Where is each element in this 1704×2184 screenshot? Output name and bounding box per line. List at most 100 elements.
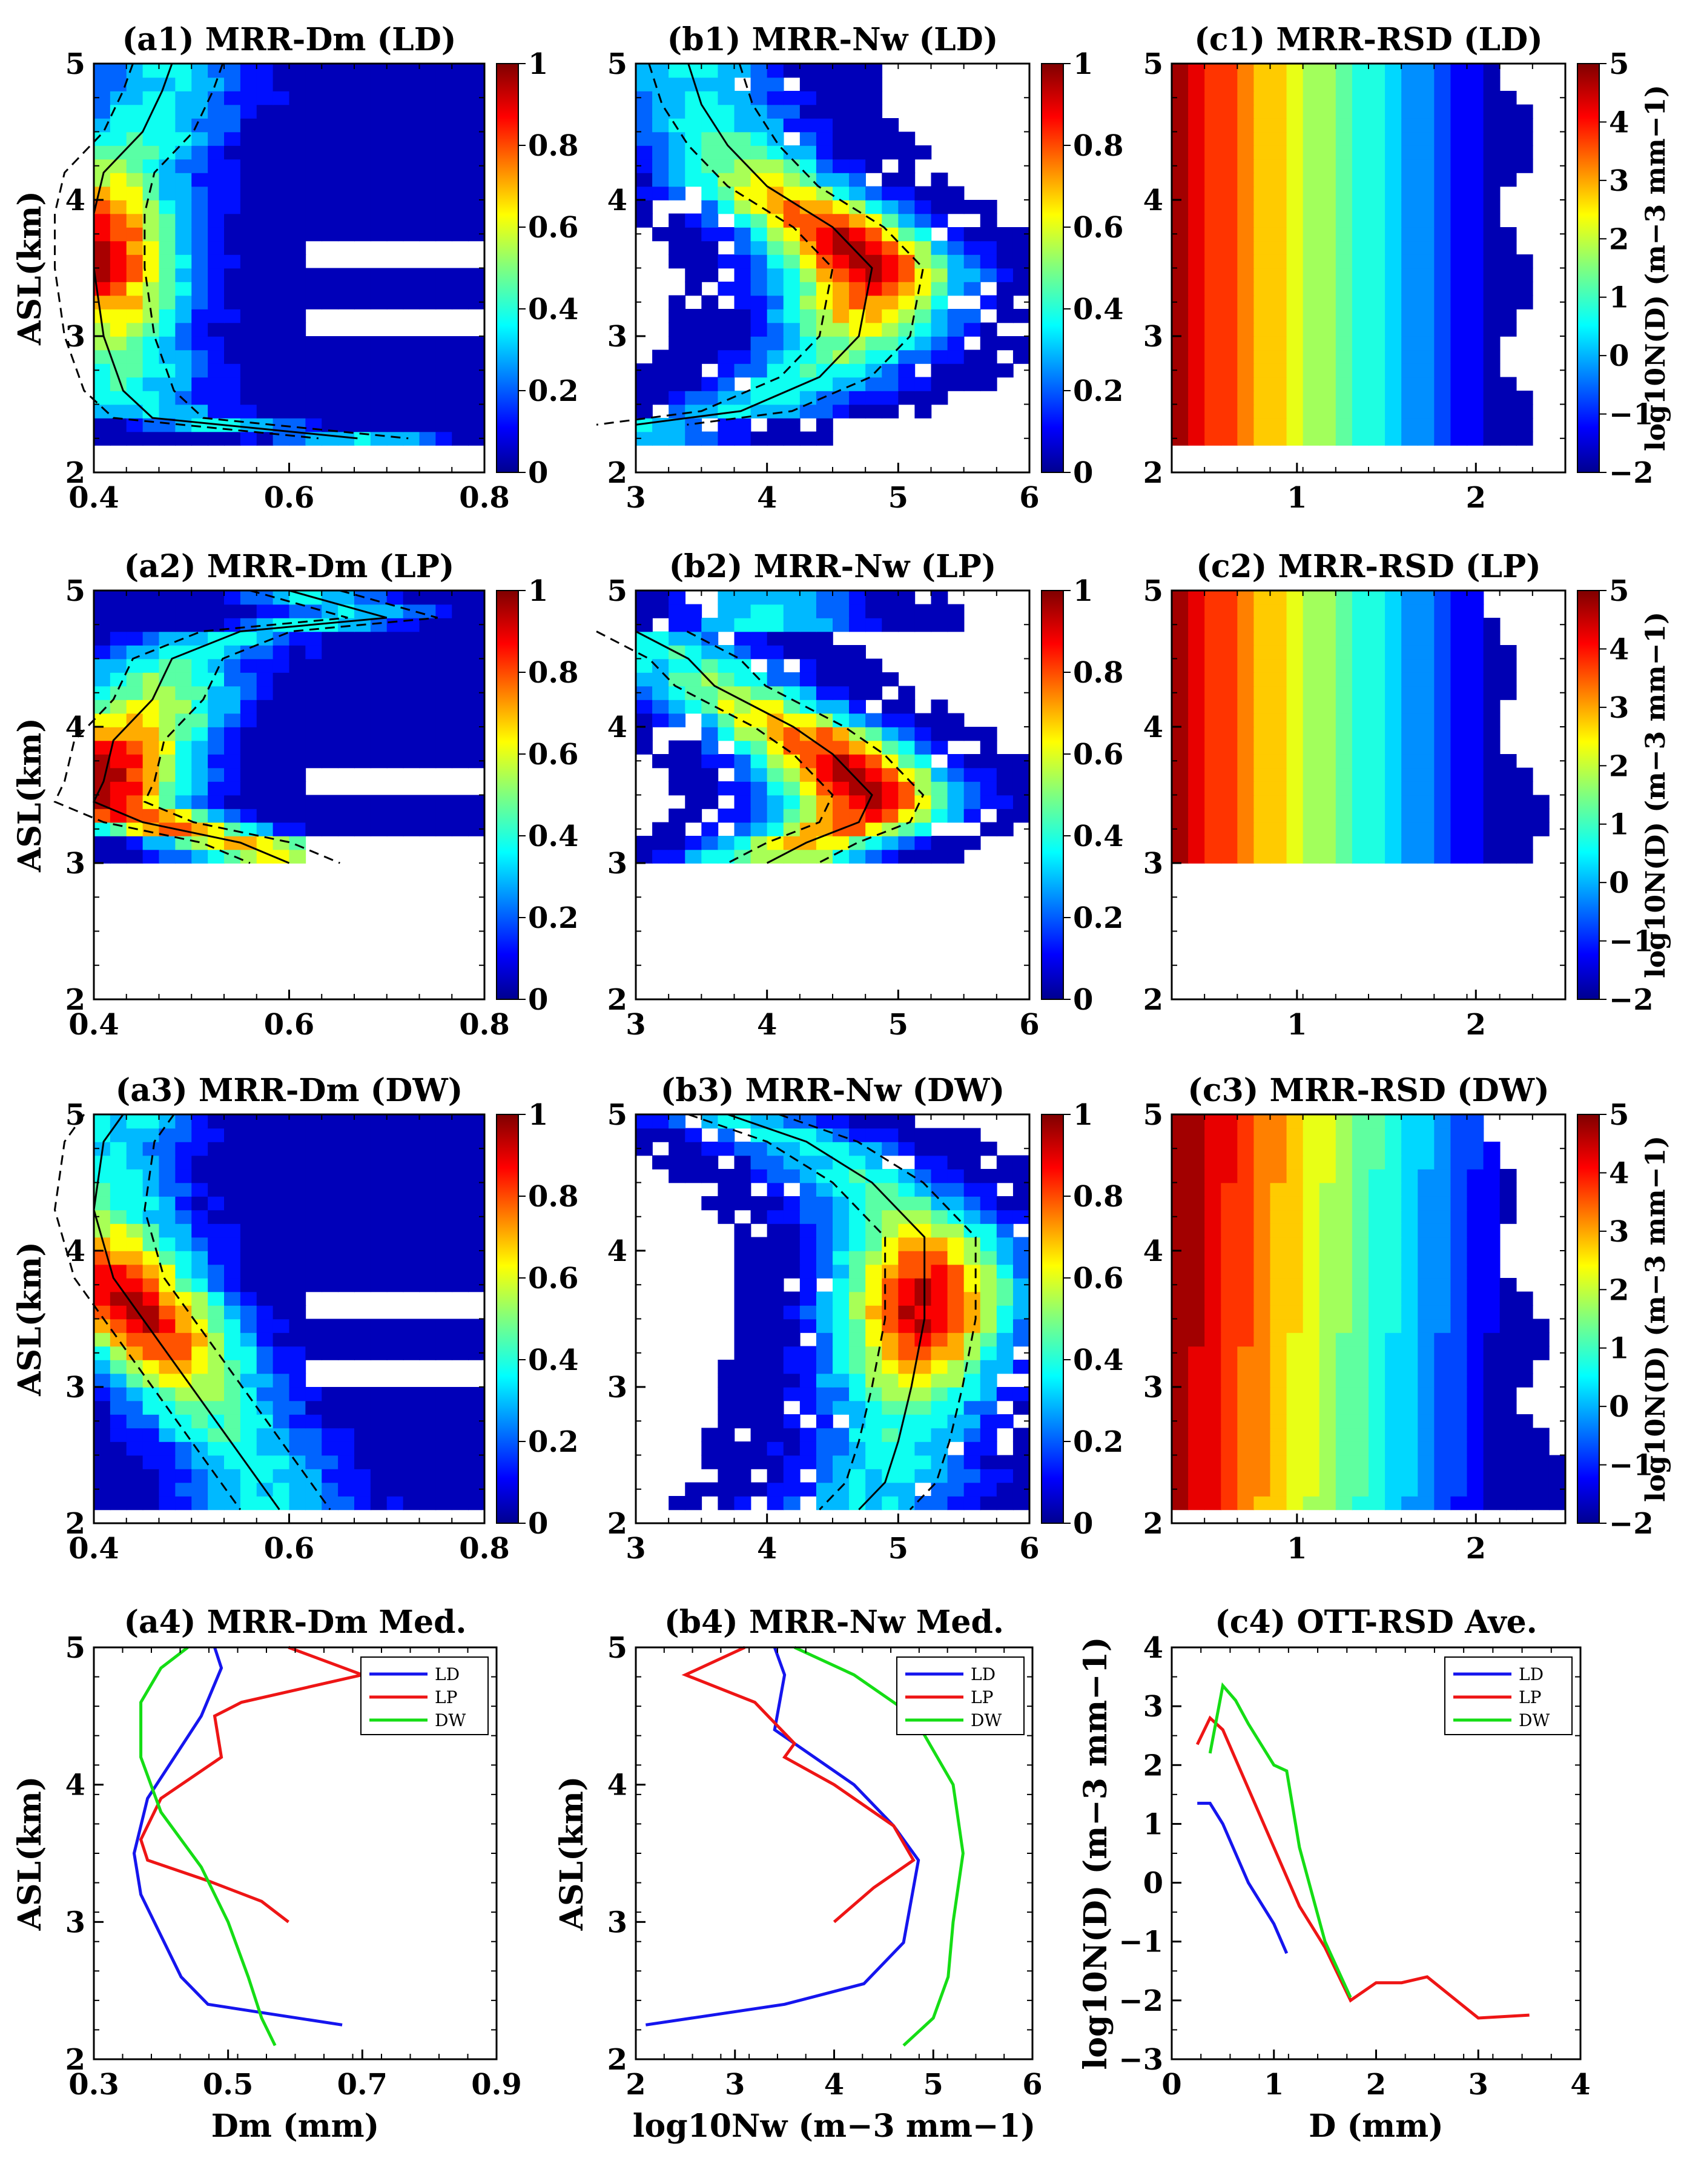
heatmap-cell [468, 118, 485, 133]
heatmap-cell [126, 349, 144, 364]
heatmap-cell [386, 1441, 404, 1456]
heatmap-cell [289, 767, 306, 782]
heatmap-cell [322, 1196, 338, 1211]
heatmap-cell [1369, 295, 1385, 309]
heatmap-cell [718, 1142, 735, 1156]
heatmap-cell [1369, 418, 1385, 432]
heatmap-cell [1467, 1387, 1484, 1401]
heatmap-cell [1237, 1387, 1255, 1401]
heatmap-cell [435, 713, 453, 727]
heatmap-cell [718, 849, 735, 864]
heatmap-cell [1434, 309, 1451, 323]
heatmap-cell [110, 1305, 127, 1320]
heatmap-cell [386, 822, 404, 836]
heatmap-cell [272, 740, 290, 755]
heatmap-cell [1450, 159, 1468, 173]
heatmap-cell [1319, 672, 1336, 687]
heatmap-cell [1012, 1360, 1030, 1374]
heatmap-cell [963, 268, 981, 282]
heatmap-cell [1450, 91, 1468, 105]
heatmap-cell [386, 713, 404, 727]
heatmap-cell [1548, 1482, 1566, 1497]
heatmap-cell [734, 295, 751, 309]
heatmap-cell [370, 740, 388, 755]
heatmap-cell [816, 322, 833, 337]
heatmap-cell [882, 213, 899, 228]
heatmap-cell [468, 1400, 485, 1415]
heatmap-cell [256, 1305, 274, 1320]
heatmap-cell [898, 1182, 916, 1197]
heatmap-cell [452, 268, 469, 282]
heatmap-cell [1204, 64, 1222, 78]
heatmap-cell [636, 740, 653, 755]
heatmap-cell [767, 591, 784, 605]
heatmap-cell [126, 1114, 144, 1129]
heatmap-cell [159, 849, 176, 864]
heatmap-cell [159, 431, 176, 446]
heatmap-cell [783, 822, 801, 836]
heatmap-cell [1237, 727, 1255, 741]
heatmap-cell [1499, 159, 1517, 173]
heatmap-cell [1303, 767, 1320, 782]
heatmap-cell [734, 1196, 751, 1211]
heatmap-cell [1172, 77, 1189, 91]
heatmap-cell [1352, 431, 1369, 446]
heatmap-cell [849, 1291, 866, 1306]
heatmap-cell [980, 1373, 997, 1388]
colorbar-tick-label: 1 [1073, 574, 1093, 608]
quartile-line-lower [688, 1113, 887, 1511]
heatmap-cell [1204, 240, 1222, 255]
heatmap-cell [1319, 200, 1336, 214]
heatmap-cell [354, 186, 371, 200]
heatmap-cell [419, 282, 437, 296]
heatmap-cell [799, 282, 817, 296]
heatmap-cell [256, 1196, 274, 1211]
heatmap-cell [126, 391, 144, 405]
heatmap-cell [305, 131, 323, 146]
heatmap-cell [224, 104, 241, 119]
heatmap-cell [256, 645, 274, 660]
heatmap-cell [419, 1332, 437, 1347]
heatmap-cell [1253, 700, 1271, 714]
heatmap-cell [816, 822, 833, 836]
heatmap-cell [882, 822, 899, 836]
colorbar-label: log10N(D) (m−3 mm−1) [1640, 612, 1671, 978]
heatmap-cell [175, 131, 193, 146]
heatmap-cell [338, 104, 355, 119]
heatmap-cell [338, 1332, 355, 1347]
heatmap-cell [1418, 686, 1435, 700]
heatmap-cell [452, 809, 469, 823]
heatmap-cell [191, 104, 208, 119]
heatmap-cell [1286, 213, 1304, 228]
heatmap-cell [126, 431, 144, 446]
heatmap-cell [685, 336, 702, 351]
heatmap-cell [142, 173, 160, 187]
heatmap-cell [110, 672, 127, 687]
heatmap-cell [208, 118, 225, 133]
heatmap-cell [898, 254, 916, 269]
heatmap-cell [289, 1291, 306, 1306]
heatmap-cell [914, 1251, 932, 1265]
heatmap-cell [734, 781, 751, 796]
heatmap-cell [224, 767, 241, 782]
heatmap-cell [783, 227, 801, 242]
heatmap-cell [1221, 754, 1238, 769]
heatmap-cell [386, 282, 404, 296]
heatmap-cell [370, 1346, 388, 1360]
heatmap-cell [980, 1346, 997, 1360]
heatmap-cell [1319, 64, 1336, 78]
heatmap-cell [354, 795, 371, 809]
heatmap-cell [1467, 1496, 1484, 1511]
heatmap-cell [370, 727, 388, 741]
heatmap-cell [963, 1414, 981, 1429]
heatmap-cell [816, 173, 833, 187]
heatmap-cell [272, 1291, 290, 1306]
heatmap-cell [1483, 213, 1501, 228]
heatmap-cell [142, 700, 160, 714]
heatmap-cell [419, 159, 437, 173]
heatmap-cell [849, 1400, 866, 1415]
heatmap-cell [816, 1182, 833, 1197]
heatmap-cell [386, 1319, 404, 1333]
heatmap-cell [1352, 1360, 1369, 1374]
heatmap-cell [914, 227, 932, 242]
